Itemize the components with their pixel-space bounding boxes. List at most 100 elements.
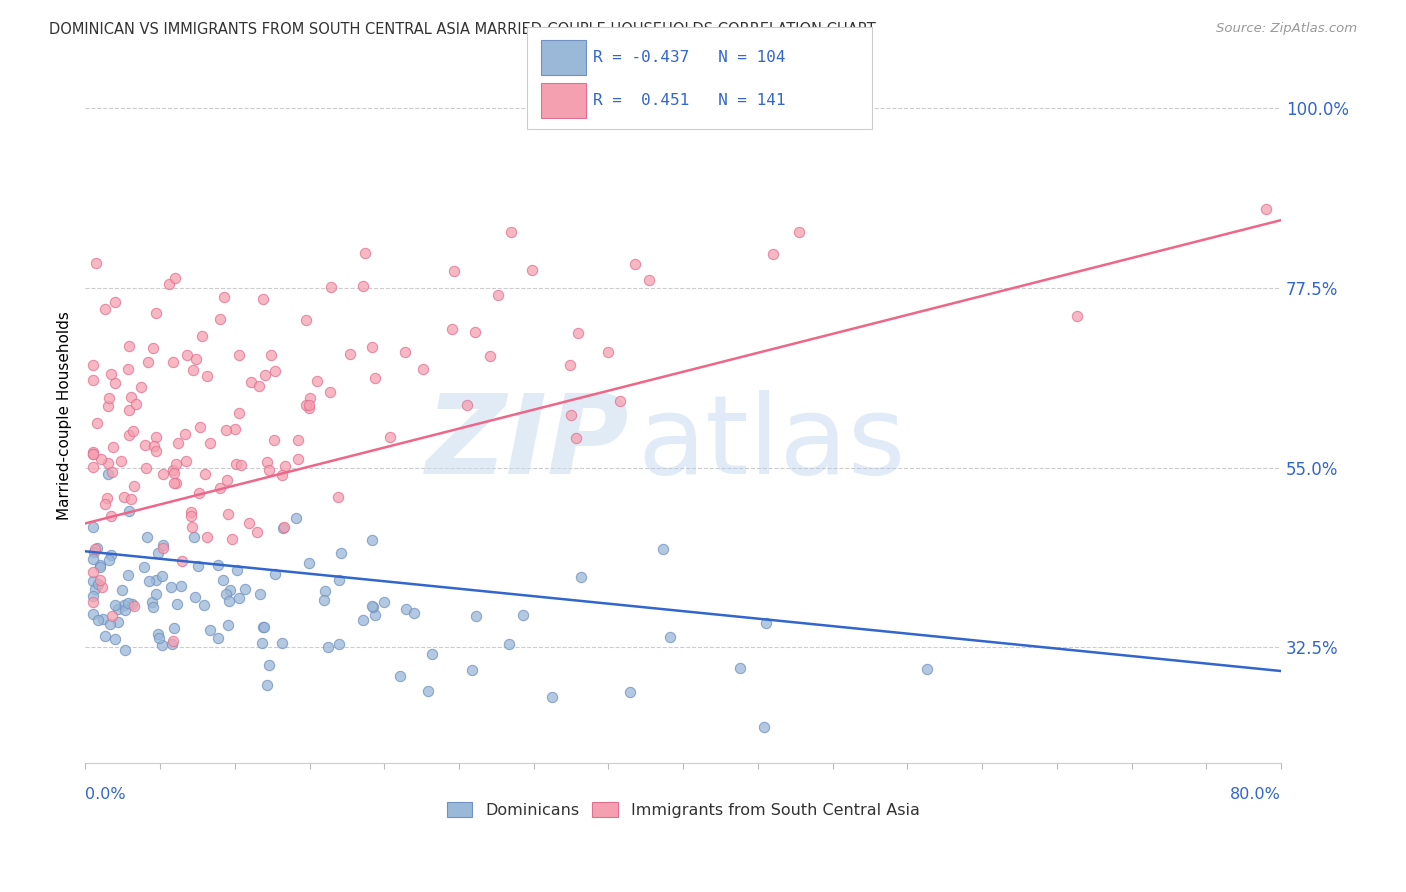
Point [118,403,141,417]
Text: Source: ZipAtlas.com: Source: ZipAtlas.com [1216,22,1357,36]
Point [212,574,235,588]
Point [100,509,122,524]
Point [142,341,165,355]
Point [117,596,139,610]
Point [146,546,169,560]
Point [354,246,377,260]
Point [162,475,184,490]
Point [228,591,250,606]
Point [247,378,270,392]
Point [567,326,589,341]
Point [298,401,321,416]
Point [98,553,121,567]
Point [217,617,239,632]
Point [82,460,104,475]
Point [94,301,117,316]
Point [609,394,631,409]
Point [150,569,173,583]
Point [257,463,280,477]
Point [97,456,120,470]
Point [569,570,592,584]
Point [256,678,278,692]
Point [162,463,184,477]
Point [787,225,810,239]
Point [252,619,274,633]
Point [257,657,280,672]
Point [100,548,122,562]
Point [198,435,221,450]
Point [122,599,145,613]
Point [112,599,135,613]
Text: R = -0.437   N = 104: R = -0.437 N = 104 [593,50,786,65]
Point [294,313,316,327]
Text: atlas: atlas [638,390,907,497]
Point [160,580,183,594]
Point [207,631,229,645]
Point [120,492,142,507]
Point [326,490,349,504]
Point [103,295,125,310]
Point [146,627,169,641]
Point [659,630,682,644]
Point [256,454,278,468]
Point [339,347,361,361]
Point [264,364,287,378]
Point [298,556,321,570]
Point [117,504,139,518]
Point [249,587,271,601]
Point [486,288,509,302]
Point [330,545,353,559]
Point [135,530,157,544]
Point [166,435,188,450]
Point [215,423,238,437]
Point [121,597,143,611]
Point [82,607,104,621]
Point [917,662,939,676]
Point [498,637,520,651]
Point [82,447,104,461]
Point [273,520,295,534]
Point [297,398,319,412]
Point [402,606,425,620]
Point [305,375,328,389]
Point [132,560,155,574]
Point [287,433,309,447]
Point [479,349,502,363]
Point [180,505,202,519]
Point [89,559,111,574]
Point [361,600,384,615]
Point [120,391,142,405]
Point [361,533,384,547]
Point [98,617,121,632]
Point [97,399,120,413]
Point [560,358,582,372]
Point [352,279,374,293]
Point [465,609,488,624]
Point [180,509,202,524]
Point [418,684,440,698]
Point [260,348,283,362]
Point [240,375,263,389]
Point [82,565,104,579]
Point [162,355,184,369]
Point [165,270,187,285]
Point [263,434,285,448]
Point [104,376,127,391]
Point [101,608,124,623]
Point [170,554,193,568]
Point [235,582,257,596]
Point [373,595,395,609]
Point [145,587,167,601]
Point [195,530,218,544]
Point [138,574,160,589]
Point [364,371,387,385]
Point [145,443,167,458]
Point [118,428,141,442]
Point [194,467,217,482]
Point [188,485,211,500]
Point [152,467,174,482]
Point [395,602,418,616]
Point [193,598,215,612]
Point [271,467,294,482]
Point [135,461,157,475]
